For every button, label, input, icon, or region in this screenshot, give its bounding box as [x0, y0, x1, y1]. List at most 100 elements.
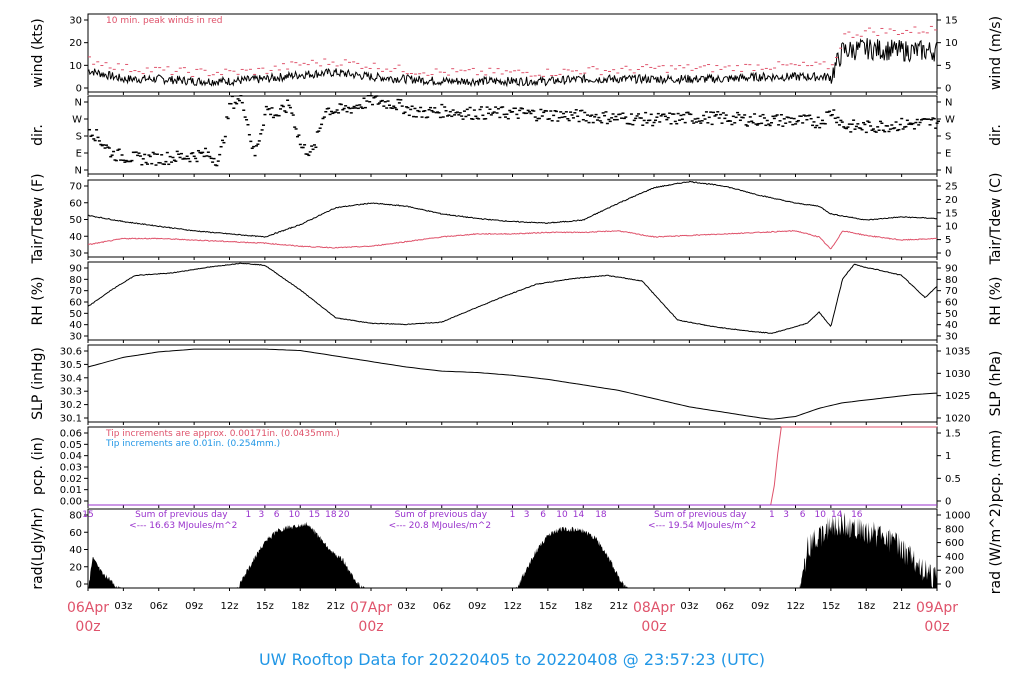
wind-direction-point	[648, 119, 652, 122]
radiation-hour-mark: 14	[573, 510, 585, 520]
wind-direction-point	[172, 159, 176, 162]
wind-direction-point	[390, 107, 394, 110]
wind-direction-point	[129, 160, 133, 163]
wind-direction-point	[622, 117, 626, 120]
y-tick-label: 90	[69, 264, 82, 275]
wind-direction-point	[92, 138, 96, 140]
y-tick-label-right: 1.5	[945, 429, 961, 440]
wind-direction-point	[312, 144, 316, 146]
wind-direction-point	[349, 112, 353, 114]
wind-direction-point	[639, 117, 643, 119]
wind-direction-point	[254, 145, 258, 147]
wind-direction-point	[171, 156, 175, 159]
wind-direction-point	[593, 116, 597, 118]
wind-direction-point	[504, 116, 508, 118]
wind-direction-point	[788, 121, 792, 123]
daily-sum-value: <--- 16.63 MJoules/m^2	[129, 521, 237, 531]
wind-direction-point	[935, 122, 939, 124]
wind-direction-point	[416, 109, 420, 112]
wind-direction-point	[631, 123, 635, 126]
wind-direction-point	[682, 113, 686, 116]
wind-direction-point	[802, 114, 806, 116]
wind-direction-point	[744, 124, 748, 126]
wind-direction-point	[680, 118, 684, 120]
panel-frame	[87, 261, 938, 341]
wind-direction-point	[823, 123, 827, 125]
y-tick-label-right: 10	[945, 38, 958, 49]
wind-direction-point	[301, 146, 305, 149]
wind-direction-point	[733, 122, 737, 124]
wind-direction-point	[695, 121, 699, 123]
y-axis-label: SLP (inHg)	[30, 347, 46, 420]
wind-direction-point	[160, 154, 164, 156]
wind-direction-point	[539, 108, 543, 111]
wind-direction-point	[112, 150, 116, 153]
wind-direction-point	[270, 107, 274, 109]
wind-direction-point	[693, 118, 697, 120]
x-hour-label: 03z	[680, 601, 698, 612]
wind-direction-point	[206, 151, 210, 153]
wind-direction-point	[635, 115, 639, 117]
wind-direction-point	[208, 155, 212, 158]
wind-direction-point	[327, 107, 331, 110]
wind-direction-point	[211, 161, 215, 163]
wind-direction-point	[331, 112, 335, 115]
wind-direction-point	[287, 104, 291, 107]
wind-direction-point	[215, 164, 219, 167]
wind-direction-point	[692, 122, 696, 124]
daily-sum-label: Sum of previous day	[654, 510, 747, 520]
wind-direction-point	[121, 159, 125, 161]
wind-direction-point	[610, 117, 614, 119]
wind-direction-point	[663, 115, 667, 118]
wind-direction-point	[762, 117, 766, 119]
wind-direction-point	[339, 103, 343, 106]
wind-direction-point	[124, 159, 128, 162]
wind-direction-point	[358, 104, 362, 106]
wind-direction-point	[577, 120, 581, 123]
x-hour-label: 15z	[256, 601, 274, 612]
wind-direction-point	[864, 131, 868, 134]
wind-direction-point	[612, 118, 616, 121]
wind-direction-point	[321, 117, 325, 120]
wind-direction-point	[597, 116, 601, 119]
wind-direction-point	[590, 114, 594, 116]
wind-direction-point	[506, 117, 510, 120]
wind-direction-point	[908, 122, 912, 124]
wind-direction-point	[369, 95, 373, 97]
y-tick-label-right: 0	[945, 249, 951, 260]
wind-direction-point	[88, 128, 91, 131]
wind-direction-point	[518, 109, 522, 112]
wind-direction-point	[147, 154, 151, 156]
wind-direction-point	[498, 116, 502, 119]
wind-direction-point	[440, 103, 444, 106]
wind-direction-point	[583, 111, 587, 114]
wind-direction-point	[230, 95, 234, 98]
y-axis-label-right: pcp. (mm)	[988, 430, 1004, 503]
wind-direction-point	[293, 126, 297, 128]
y-tick-label: 0.01	[60, 485, 82, 496]
y-tick-label: N	[75, 166, 82, 177]
wind-direction-point	[887, 130, 891, 133]
wind-direction-point	[765, 119, 769, 122]
x-hour-label: 03z	[397, 601, 415, 612]
y-tick-label-right: 0	[945, 580, 951, 591]
wind-direction-point	[632, 119, 636, 122]
wind-direction-point	[799, 115, 803, 117]
wind-direction-point	[878, 120, 882, 123]
wind-direction-point	[188, 160, 192, 163]
x-day-label: 09Apr	[916, 600, 958, 616]
wind-direction-point	[243, 116, 247, 118]
x-hour-label: 15z	[822, 601, 840, 612]
wind-direction-point	[777, 124, 781, 126]
wind-direction-point	[574, 109, 578, 111]
wind-direction-point	[615, 118, 619, 121]
wind-direction-point	[556, 120, 560, 122]
wind-direction-point	[315, 131, 319, 133]
wind-direction-point	[471, 118, 475, 120]
wind-direction-point	[450, 115, 454, 118]
y-tick-label-right: 0	[945, 497, 951, 508]
wind-direction-point	[201, 151, 205, 154]
wind-direction-point	[404, 106, 408, 108]
y-tick-label: 0.06	[60, 429, 82, 440]
wind-direction-point	[927, 118, 931, 120]
